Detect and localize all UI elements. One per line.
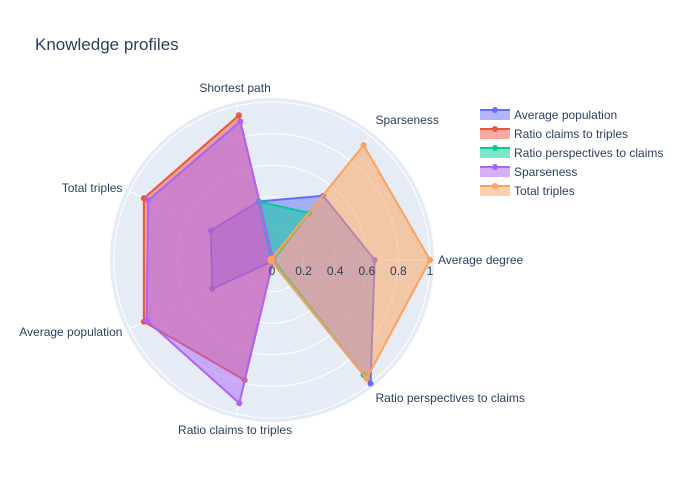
axis-label-0: Average degree (438, 253, 524, 267)
series-area-3[interactable] (145, 120, 275, 405)
legend-label-4: Total triples (514, 184, 575, 198)
radial-tick-label-4: 0.8 (390, 264, 407, 278)
series-4-point-6[interactable] (363, 375, 370, 382)
legend-item-3[interactable]: Sparseness (480, 164, 577, 179)
legend-swatch-4 (480, 186, 510, 196)
radial-ticks: 0 0.2 0.4 0.6 0.8 1 (269, 264, 434, 278)
legend-swatch-2 (480, 148, 510, 158)
legend-marker-1 (492, 126, 498, 132)
radial-tick-label-5: 1 (427, 264, 434, 278)
series-4-point-1[interactable] (360, 142, 367, 149)
axis-labels: Average degree Sparseness Shortest path Tot… (19, 81, 525, 437)
legend-marker-4 (492, 183, 498, 189)
series-3-point-2[interactable] (237, 118, 244, 125)
series-4-point-0[interactable] (427, 257, 433, 263)
axis-label-5: Ratio claims to triples (178, 423, 292, 437)
legend-marker-2 (492, 145, 498, 151)
legend-swatch-3 (480, 167, 510, 177)
legend[interactable]: Average population Ratio claims to triple… (480, 107, 663, 198)
series-4-point-5[interactable] (268, 258, 275, 265)
series-0-point-6[interactable] (367, 380, 374, 387)
axis-label-6: Ratio perspectives to claims (375, 391, 524, 405)
radial-tick-label-1: 0.2 (295, 264, 312, 278)
series-3-point-3[interactable] (145, 197, 152, 204)
axis-label-2: Shortest path (199, 81, 270, 95)
legend-item-0[interactable]: Average population (480, 107, 617, 122)
series-layer (140, 112, 433, 407)
series-4[interactable] (267, 142, 433, 382)
axis-label-4: Average population (19, 325, 122, 339)
chart-title: Knowledge profiles (35, 35, 179, 54)
legend-label-2: Ratio perspectives to claims (514, 146, 663, 160)
axis-label-3: Total triples (62, 181, 123, 195)
legend-label-3: Sparseness (514, 165, 577, 179)
legend-item-4[interactable]: Total triples (480, 183, 575, 198)
legend-item-2[interactable]: Ratio perspectives to claims (480, 145, 663, 160)
axis-label-1: Sparseness (375, 113, 438, 127)
radial-tick-label-2: 0.4 (327, 264, 344, 278)
radial-tick-label-0: 0 (269, 264, 276, 278)
legend-swatch-0 (480, 110, 510, 120)
series-1-point-2[interactable] (235, 112, 242, 119)
legend-marker-3 (492, 164, 498, 170)
radial-tick-label-3: 0.6 (358, 264, 375, 278)
legend-marker-0 (492, 107, 498, 113)
series-3-point-4[interactable] (143, 317, 150, 324)
series-3-point-5[interactable] (236, 400, 243, 407)
legend-label-1: Ratio claims to triples (514, 127, 628, 141)
legend-item-1[interactable]: Ratio claims to triples (480, 126, 628, 141)
legend-label-0: Average population (514, 108, 617, 122)
legend-swatch-1 (480, 129, 510, 139)
